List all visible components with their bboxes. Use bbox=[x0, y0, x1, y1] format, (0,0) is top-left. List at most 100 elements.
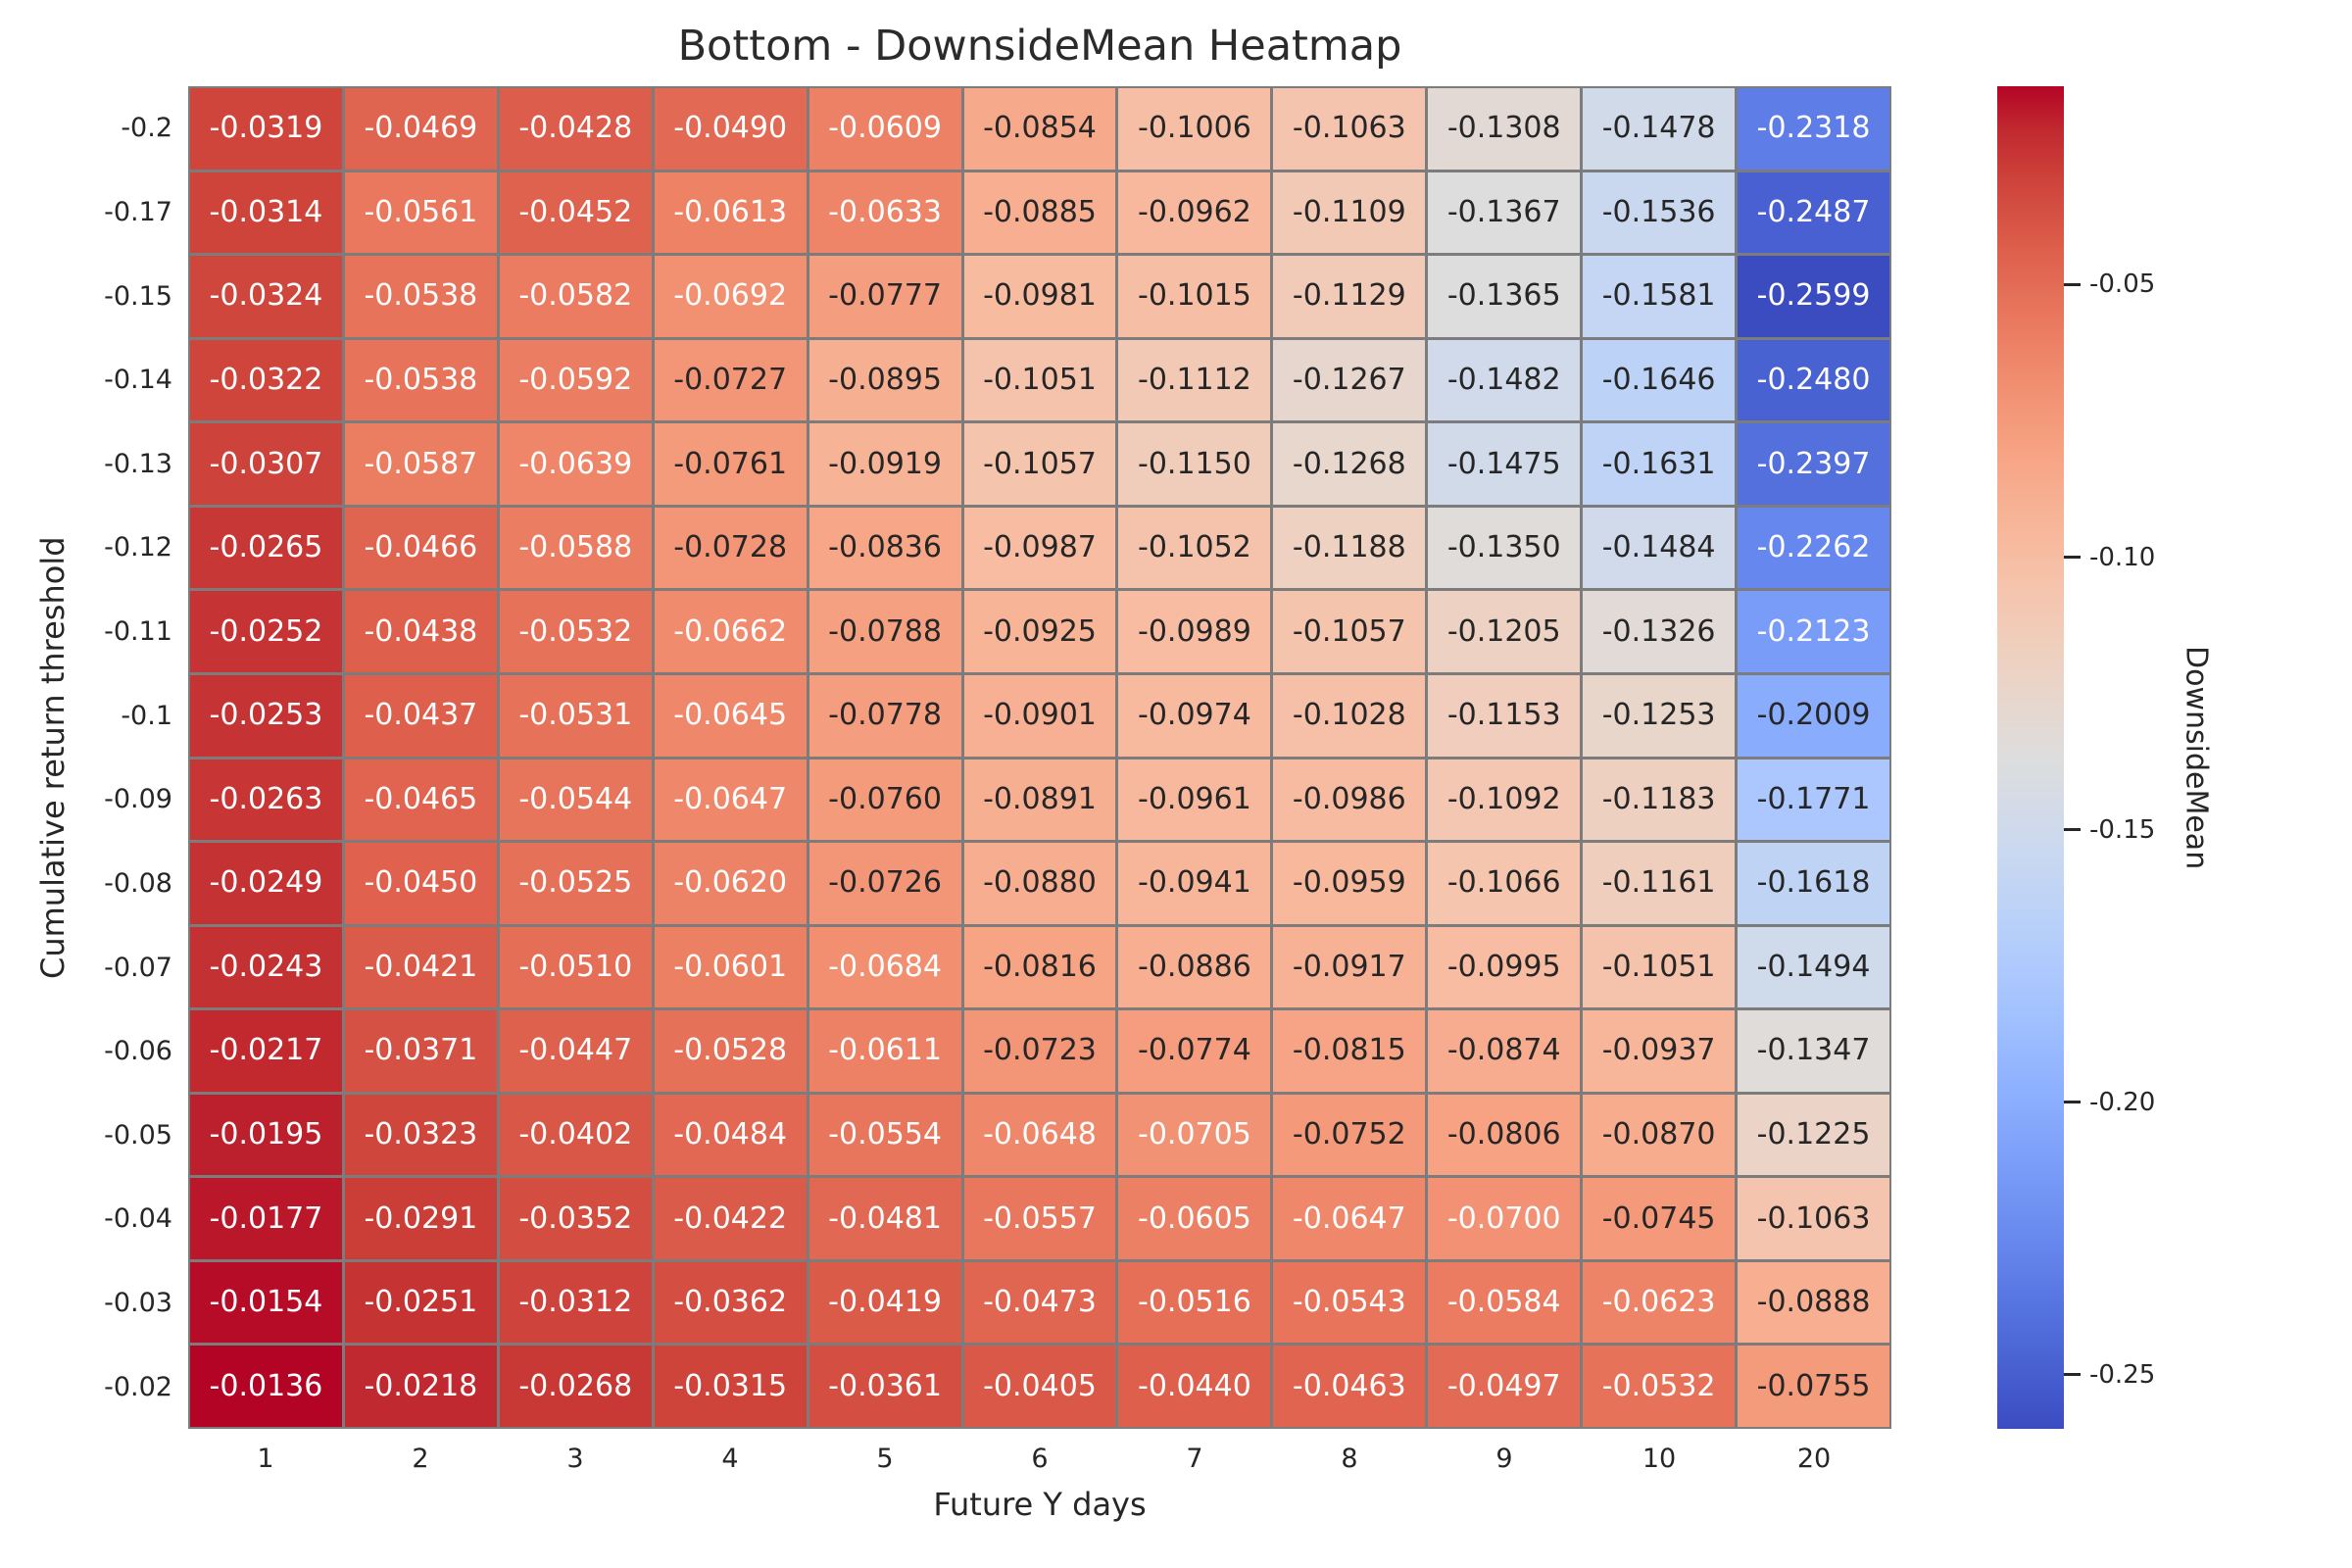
heatmap-cell--0.04-5: -0.0481 bbox=[808, 1178, 961, 1259]
heatmap-cell--0.12-7: -0.1052 bbox=[1118, 507, 1271, 589]
heatmap-cell--0.1-9: -0.1153 bbox=[1428, 674, 1581, 757]
heatmap-cell--0.02-1: -0.0136 bbox=[190, 1346, 342, 1427]
heatmap-cell--0.15-8: -0.1129 bbox=[1273, 256, 1426, 337]
heatmap-cell--0.06-20: -0.1347 bbox=[1738, 1010, 1889, 1092]
heatmap-cell--0.03-2: -0.0251 bbox=[344, 1261, 497, 1344]
y-tick-label: -0.05 bbox=[104, 1119, 172, 1151]
heatmap-cell--0.14-5: -0.0895 bbox=[808, 339, 961, 421]
heatmap-cell--0.1-8: -0.1028 bbox=[1273, 674, 1426, 757]
colorbar-title: DownsideMean bbox=[2179, 645, 2214, 870]
heatmap-cell--0.07-7: -0.0886 bbox=[1118, 926, 1271, 1008]
colorbar-tick-label: -0.05 bbox=[2089, 270, 2156, 300]
heatmap-cell--0.03-10: -0.0623 bbox=[1583, 1261, 1736, 1344]
heatmap-cell--0.05-3: -0.0402 bbox=[499, 1094, 652, 1176]
heatmap-cell--0.17-9: -0.1367 bbox=[1428, 172, 1581, 254]
colorbar-gradient bbox=[1997, 86, 2064, 1429]
heatmap-cell--0.07-3: -0.0510 bbox=[499, 926, 652, 1008]
heatmap-cell--0.09-3: -0.0544 bbox=[499, 759, 652, 841]
colorbar-tick-mark bbox=[2064, 1101, 2081, 1104]
heatmap-cell--0.04-3: -0.0352 bbox=[499, 1178, 652, 1259]
heatmap-cell--0.06-3: -0.0447 bbox=[499, 1010, 652, 1092]
heatmap-cell--0.03-20: -0.0888 bbox=[1738, 1261, 1889, 1344]
heatmap-cell--0.1-5: -0.0778 bbox=[808, 674, 961, 757]
heatmap-cell--0.04-8: -0.0647 bbox=[1273, 1178, 1426, 1259]
heatmap-cell--0.12-9: -0.1350 bbox=[1428, 507, 1581, 589]
heatmap-cell--0.09-7: -0.0961 bbox=[1118, 759, 1271, 841]
y-tick-label: -0.04 bbox=[104, 1203, 172, 1235]
heatmap-cell--0.09-9: -0.1092 bbox=[1428, 759, 1581, 841]
colorbar-tick-label: -0.20 bbox=[2089, 1087, 2156, 1117]
heatmap-cell--0.08-3: -0.0525 bbox=[499, 843, 652, 924]
heatmap-cell--0.05-8: -0.0752 bbox=[1273, 1094, 1426, 1176]
y-tick-label: -0.12 bbox=[104, 532, 172, 564]
heatmap-cell--0.04-7: -0.0605 bbox=[1118, 1178, 1271, 1259]
heatmap-cell--0.14-6: -0.1051 bbox=[963, 339, 1116, 421]
x-tick-label: 9 bbox=[1495, 1443, 1513, 1474]
heatmap-cell--0.06-5: -0.0611 bbox=[808, 1010, 961, 1092]
heatmap-cell--0.05-2: -0.0323 bbox=[344, 1094, 497, 1176]
heatmap-cell--0.13-10: -0.1631 bbox=[1583, 423, 1736, 505]
heatmap-cell--0.03-3: -0.0312 bbox=[499, 1261, 652, 1344]
y-tick-label: -0.13 bbox=[104, 448, 172, 479]
x-tick-label: 10 bbox=[1642, 1443, 1677, 1474]
heatmap-cell--0.13-5: -0.0919 bbox=[808, 423, 961, 505]
heatmap-cell--0.17-5: -0.0633 bbox=[808, 172, 961, 254]
x-tick-label: 5 bbox=[876, 1443, 894, 1474]
heatmap-cell--0.13-7: -0.1150 bbox=[1118, 423, 1271, 505]
heatmap-cell--0.13-1: -0.0307 bbox=[190, 423, 342, 505]
heatmap-cell--0.17-8: -0.1109 bbox=[1273, 172, 1426, 254]
heatmap-cell--0.15-10: -0.1581 bbox=[1583, 256, 1736, 337]
heatmap-cell--0.05-20: -0.1225 bbox=[1738, 1094, 1889, 1176]
heatmap-cell--0.03-4: -0.0362 bbox=[654, 1261, 807, 1344]
heatmap-cell--0.09-10: -0.1183 bbox=[1583, 759, 1736, 841]
heatmap-cell--0.03-8: -0.0543 bbox=[1273, 1261, 1426, 1344]
heatmap-cell--0.07-9: -0.0995 bbox=[1428, 926, 1581, 1008]
heatmap-cell--0.1-20: -0.2009 bbox=[1738, 674, 1889, 757]
heatmap-cell--0.13-20: -0.2397 bbox=[1738, 423, 1889, 505]
heatmap-cell--0.08-5: -0.0726 bbox=[808, 843, 961, 924]
heatmap-cell--0.07-1: -0.0243 bbox=[190, 926, 342, 1008]
heatmap-cell--0.08-2: -0.0450 bbox=[344, 843, 497, 924]
heatmap-cell--0.14-1: -0.0322 bbox=[190, 339, 342, 421]
heatmap-cell--0.04-1: -0.0177 bbox=[190, 1178, 342, 1259]
y-tick-label: -0.08 bbox=[104, 867, 172, 899]
heatmap-cell--0.12-2: -0.0466 bbox=[344, 507, 497, 589]
heatmap-cell--0.2-9: -0.1308 bbox=[1428, 88, 1581, 170]
y-tick-label: -0.11 bbox=[104, 616, 172, 648]
heatmap-cell--0.12-20: -0.2262 bbox=[1738, 507, 1889, 589]
heatmap-cell--0.04-4: -0.0422 bbox=[654, 1178, 807, 1259]
heatmap-cell--0.02-9: -0.0497 bbox=[1428, 1346, 1581, 1427]
heatmap-cell--0.07-6: -0.0816 bbox=[963, 926, 1116, 1008]
heatmap-cell--0.1-2: -0.0437 bbox=[344, 674, 497, 757]
heatmap-cell--0.17-3: -0.0452 bbox=[499, 172, 652, 254]
heatmap-cell--0.13-4: -0.0761 bbox=[654, 423, 807, 505]
heatmap-cell--0.2-4: -0.0490 bbox=[654, 88, 807, 170]
heatmap-cell--0.02-4: -0.0315 bbox=[654, 1346, 807, 1427]
heatmap-cell--0.1-6: -0.0901 bbox=[963, 674, 1116, 757]
heatmap-cell--0.15-4: -0.0692 bbox=[654, 256, 807, 337]
heatmap-cell--0.2-20: -0.2318 bbox=[1738, 88, 1889, 170]
heatmap-cell--0.17-1: -0.0314 bbox=[190, 172, 342, 254]
x-tick-label: 3 bbox=[566, 1443, 584, 1474]
heatmap-cell--0.06-8: -0.0815 bbox=[1273, 1010, 1426, 1092]
heatmap-cell--0.17-6: -0.0885 bbox=[963, 172, 1116, 254]
heatmap-cell--0.02-20: -0.0755 bbox=[1738, 1346, 1889, 1427]
colorbar-tick-label: -0.10 bbox=[2089, 542, 2156, 572]
heatmap-cell--0.04-2: -0.0291 bbox=[344, 1178, 497, 1259]
heatmap-cell--0.04-20: -0.1063 bbox=[1738, 1178, 1889, 1259]
heatmap-cell--0.09-8: -0.0986 bbox=[1273, 759, 1426, 841]
heatmap-cell--0.17-4: -0.0613 bbox=[654, 172, 807, 254]
y-tick-label: -0.06 bbox=[104, 1036, 172, 1067]
heatmap-cell--0.03-9: -0.0584 bbox=[1428, 1261, 1581, 1344]
heatmap-cell--0.2-6: -0.0854 bbox=[963, 88, 1116, 170]
heatmap-cell--0.08-7: -0.0941 bbox=[1118, 843, 1271, 924]
heatmap-cell--0.14-8: -0.1267 bbox=[1273, 339, 1426, 421]
x-tick-label: 20 bbox=[1796, 1443, 1832, 1474]
heatmap-cell--0.09-6: -0.0891 bbox=[963, 759, 1116, 841]
heatmap-cell--0.05-6: -0.0648 bbox=[963, 1094, 1116, 1176]
heatmap-cell--0.11-9: -0.1205 bbox=[1428, 591, 1581, 672]
heatmap-cell--0.12-5: -0.0836 bbox=[808, 507, 961, 589]
heatmap-cell--0.17-7: -0.0962 bbox=[1118, 172, 1271, 254]
colorbar-tick-mark bbox=[2064, 828, 2081, 832]
heatmap-cell--0.15-1: -0.0324 bbox=[190, 256, 342, 337]
